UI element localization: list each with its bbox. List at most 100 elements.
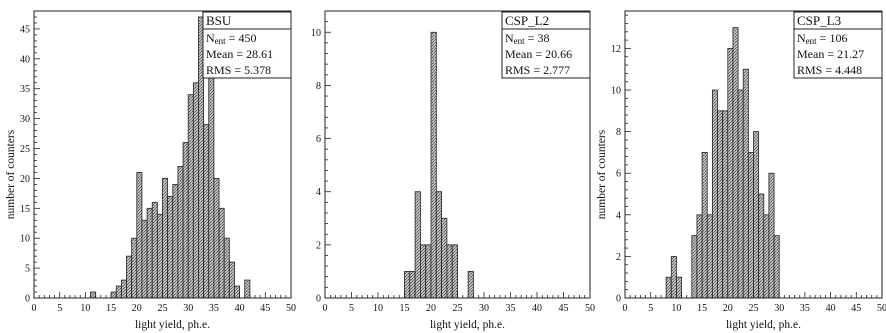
histogram-bar [747, 152, 754, 299]
mean-label: Mean [505, 47, 532, 61]
x-tick-label: 45 [851, 303, 861, 314]
histogram-bar [722, 110, 729, 299]
x-tick-label: 15 [106, 303, 116, 314]
rms-label: RMS [505, 63, 530, 77]
mean-label: Mean [206, 47, 233, 61]
histogram-panel-3: 0 5 10 15 20 25 30 35 40 45 50 0 2 4 6 8 10 12 light yield… [596, 10, 886, 331]
x-tick-label: 25 [158, 303, 168, 314]
x-tick-label: 20 [132, 303, 142, 314]
y-tick-label: 25 [20, 144, 30, 155]
histogram-bar [665, 276, 672, 299]
x-axis-title: light yield, ph.e. [135, 319, 210, 331]
mean-equals: = [532, 47, 545, 61]
x-tick-label: 50 [585, 303, 595, 314]
histogram-bar [110, 291, 117, 299]
mean-equals: = [824, 47, 837, 61]
histogram-bar [435, 191, 442, 299]
y-tick-label: 6 [316, 134, 321, 145]
rms-equals: = [231, 63, 244, 77]
x-tick-label: 10 [671, 303, 681, 314]
entries-equals: = [817, 31, 830, 45]
rms-value: 2.777 [543, 63, 570, 77]
histogram-panel-1: 0 5 10 15 20 25 30 35 40 45 50 0 5 10 15 20 25 30 35 40 45 li… [5, 10, 296, 331]
histogram-bar [167, 195, 174, 299]
rms-equals: = [530, 63, 543, 77]
histogram-bar [701, 152, 708, 299]
y-tick-label: 35 [20, 84, 30, 95]
x-tick-label: 0 [323, 303, 328, 314]
histogram-bar [425, 244, 432, 299]
histogram-bar [141, 219, 148, 299]
stats-box-frame [793, 11, 883, 79]
rms-equals: = [822, 63, 835, 77]
histogram-bar [758, 193, 765, 299]
histogram-bar [90, 291, 97, 299]
x-tick-label: 30 [774, 303, 784, 314]
histogram-bar [441, 217, 448, 299]
x-tick-label: 5 [648, 303, 653, 314]
histogram-bar [446, 244, 453, 299]
rms-row: RMS = 2.777 [505, 63, 570, 77]
histogram-title: CSP_L2 [505, 13, 549, 28]
y-tick-label: 12 [611, 44, 621, 55]
x-tick-label: 40 [826, 303, 836, 314]
y-axis: 0 2 4 6 8 10 [311, 10, 331, 305]
histogram-bar [146, 207, 153, 299]
mean-label: Mean [797, 47, 824, 61]
histogram-bar [717, 110, 724, 299]
rms-label: RMS [206, 63, 231, 77]
x-axis: 0 5 10 15 20 25 30 35 40 45 50 [623, 292, 886, 314]
histogram-bar [696, 214, 703, 299]
histogram-bar [727, 48, 734, 299]
x-tick-label: 50 [286, 303, 296, 314]
x-tick-label: 35 [506, 303, 516, 314]
y-tick-label: 4 [316, 187, 321, 198]
histogram-bar [737, 89, 744, 299]
histogram-bar [115, 285, 122, 299]
entries-value: 106 [829, 31, 847, 45]
y-axis: 0 5 10 15 20 25 30 35 40 45 [20, 10, 40, 305]
y-tick-label: 2 [616, 252, 621, 263]
histogram-bar [414, 191, 421, 299]
y-tick-label: 30 [20, 114, 30, 125]
x-axis: 0 5 10 15 20 25 30 35 40 45 50 [323, 292, 595, 314]
entries-subscript: ent [806, 36, 817, 46]
entries-row: Nent = 450 [206, 31, 256, 46]
x-axis-title: light yield, ph.e. [430, 319, 505, 331]
x-tick-label: 40 [235, 303, 245, 314]
histogram-bar [691, 235, 698, 299]
histogram-title: CSP_L3 [797, 13, 841, 28]
histogram-bar [151, 201, 158, 299]
x-tick-label: 5 [57, 303, 62, 314]
histogram-bar [187, 94, 194, 299]
mean-equals: = [233, 47, 246, 61]
y-tick-label: 2 [316, 240, 321, 251]
histogram-bar [404, 271, 411, 299]
histogram-bar [223, 237, 230, 299]
x-axis: 0 5 10 15 20 25 30 35 40 45 50 [32, 292, 296, 314]
y-axis-title: number of counters [596, 129, 608, 219]
histogram-bar [213, 178, 220, 299]
histogram-bar [451, 244, 458, 299]
x-tick-label: 0 [623, 303, 628, 314]
y-tick-label: 8 [316, 81, 321, 92]
y-tick-label: 10 [20, 234, 30, 245]
y-axis: 0 2 4 6 8 10 12 [611, 14, 631, 305]
stats-box-frame [202, 11, 292, 79]
histogram-bar [203, 124, 210, 299]
x-tick-label: 50 [877, 303, 886, 314]
y-tick-label: 6 [616, 169, 621, 180]
histogram-bar [244, 279, 251, 299]
histogram-bar [706, 214, 713, 299]
histogram-bars [404, 31, 474, 299]
histogram-bar [670, 256, 677, 299]
histogram-bar [430, 31, 437, 299]
histogram-panel-2: 0 5 10 15 20 25 30 35 40 45 50 0 2 4 6 8 10 light yield, … [311, 10, 595, 331]
histogram-bar [131, 237, 138, 299]
stats-box-frame [501, 11, 591, 79]
y-tick-label: 0 [25, 294, 30, 305]
x-tick-label: 35 [800, 303, 810, 314]
mean-row: Mean = 28.61 [206, 47, 273, 61]
y-tick-label: 0 [316, 294, 321, 305]
